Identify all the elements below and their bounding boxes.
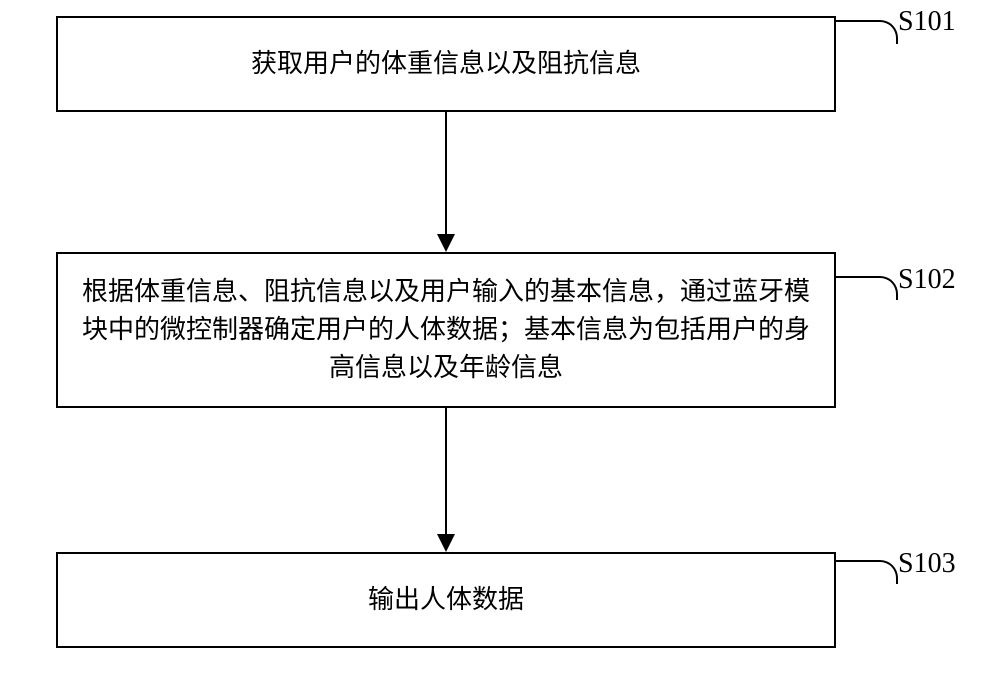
label-connector [836,276,898,300]
arrow-line [445,408,447,534]
label-connector [836,560,898,584]
label-connector [836,20,898,44]
flow-step-text: 根据体重信息、阻抗信息以及用户输入的基本信息，通过蓝牙模块中的微控制器确定用户的… [78,273,814,386]
flow-step-s101: 获取用户的体重信息以及阻抗信息 [56,16,836,112]
step-label-s101: S101 [898,6,956,38]
arrow-head-icon [437,234,455,252]
arrow-head-icon [437,534,455,552]
flow-step-text: 获取用户的体重信息以及阻抗信息 [251,45,641,83]
arrow-line [445,112,447,234]
step-label-s103: S103 [898,548,956,580]
flow-step-s102: 根据体重信息、阻抗信息以及用户输入的基本信息，通过蓝牙模块中的微控制器确定用户的… [56,252,836,408]
step-label-s102: S102 [898,264,956,296]
flow-step-s103: 输出人体数据 [56,552,836,648]
flow-step-text: 输出人体数据 [368,581,524,619]
